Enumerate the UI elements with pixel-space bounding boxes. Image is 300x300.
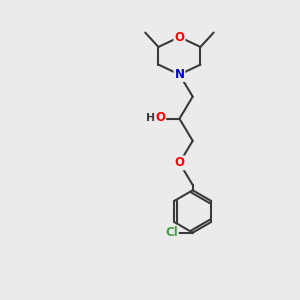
Text: H: H: [146, 113, 155, 123]
Text: Cl: Cl: [165, 226, 178, 239]
Text: O: O: [174, 31, 184, 44]
Text: N: N: [174, 68, 184, 81]
Text: O: O: [174, 156, 184, 170]
Text: O: O: [155, 111, 165, 124]
